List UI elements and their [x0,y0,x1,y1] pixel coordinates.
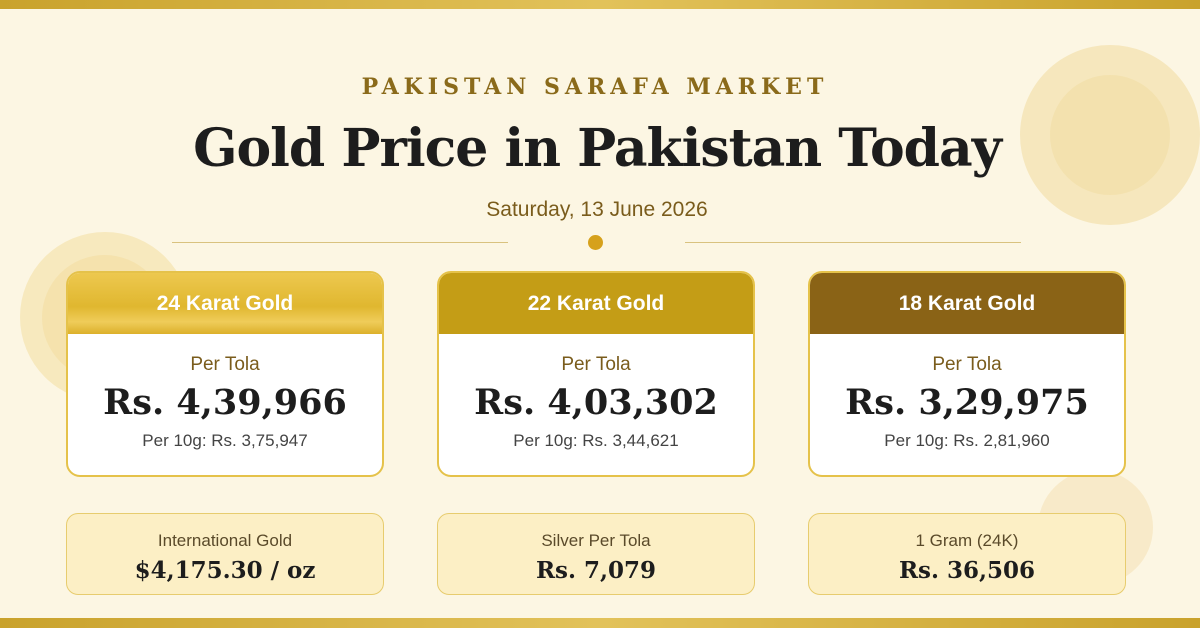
price-per-10g: Per 10g: Rs. 2,81,960 [884,431,1050,450]
international-gold-box: International Gold $4,175.30 / oz [66,513,384,595]
one-gram-24k-box: 1 Gram (24K) Rs. 36,506 [808,513,1126,595]
per-tola-label: Per Tola [561,354,631,375]
mini-value: $4,175.30 / oz [134,557,316,584]
mini-label: Silver Per Tola [541,531,651,550]
price-per-tola: Rs. 4,39,966 [103,382,347,423]
price-per-tola: Rs. 3,29,975 [845,382,1089,423]
divider-left [172,242,508,243]
card-title: 18 Karat Gold [810,273,1124,334]
silver-per-tola-box: Silver Per Tola Rs. 7,079 [437,513,755,595]
price-per-10g: Per 10g: Rs. 3,75,947 [142,431,308,450]
card-22-karat: 22 Karat Gold Per Tola Rs. 4,03,302 Per … [437,271,755,477]
mini-value: Rs. 36,506 [898,557,1036,584]
price-per-tola: Rs. 4,03,302 [474,382,718,423]
decor-circle-top-right-inner [1050,75,1170,195]
mini-label: 1 Gram (24K) [915,531,1019,550]
mini-label: International Gold [157,531,293,550]
card-title: 24 Karat Gold [68,273,382,334]
top-accent-bar [0,0,1200,9]
bottom-accent-bar [0,618,1200,628]
price-per-10g: Per 10g: Rs. 3,44,621 [513,431,679,450]
per-tola-label: Per Tola [932,354,1002,375]
card-24-karat: 24 Karat Gold Per Tola Rs. 4,39,966 Per … [66,271,384,477]
divider-dot [588,235,603,250]
page-title: Gold Price in Pakistan Today [193,118,1002,179]
divider-right [685,242,1021,243]
eyebrow-heading: PAKISTAN SARAFA MARKET [361,74,829,100]
per-tola-label: Per Tola [190,354,260,375]
date-text: Saturday, 13 June 2026 [486,198,708,221]
card-title: 22 Karat Gold [439,273,753,334]
mini-value: Rs. 7,079 [535,557,657,584]
card-18-karat: 18 Karat Gold Per Tola Rs. 3,29,975 Per … [808,271,1126,477]
